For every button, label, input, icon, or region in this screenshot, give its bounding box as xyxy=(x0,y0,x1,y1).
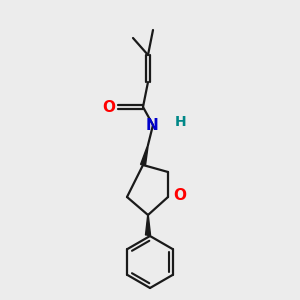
Text: O: O xyxy=(102,100,115,115)
Polygon shape xyxy=(141,145,148,166)
Text: O: O xyxy=(173,188,186,202)
Text: H: H xyxy=(175,115,187,129)
Text: N: N xyxy=(146,118,158,133)
Polygon shape xyxy=(146,215,151,235)
